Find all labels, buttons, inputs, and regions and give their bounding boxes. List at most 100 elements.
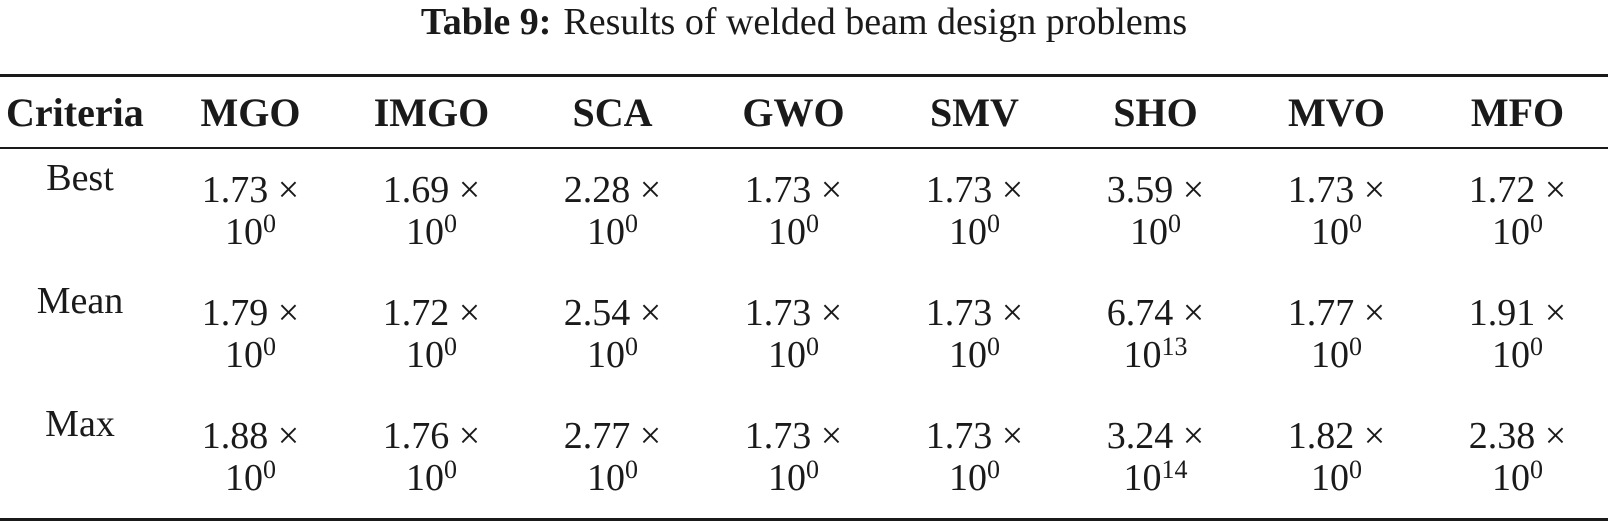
cell-base: 10 [1311, 333, 1349, 376]
cell-power: 100 [703, 210, 884, 253]
cell-power: 1014 [1065, 456, 1246, 499]
cell-mantissa: 1.73 × [925, 168, 1024, 211]
table-cell: 2.28 × 100 [522, 148, 703, 272]
table-cell: 1.73 × 100 [1246, 148, 1427, 272]
table-cell: 2.38 × 100 [1427, 395, 1608, 520]
cell-base: 10 [225, 333, 263, 376]
cell-power: 100 [1246, 333, 1427, 376]
cell-power: 100 [1246, 456, 1427, 499]
header-mfo: MFO [1427, 75, 1608, 149]
cell-power: 100 [703, 456, 884, 499]
results-table: Criteria MGO IMGO SCA GWO SMV SHO MVO MF… [0, 74, 1608, 521]
cell-base: 10 [406, 456, 444, 499]
table-header: Criteria MGO IMGO SCA GWO SMV SHO MVO MF… [0, 75, 1608, 149]
cell-base: 10 [225, 456, 263, 499]
cell-power: 100 [703, 331, 884, 376]
table-body: Best 1.73 × 100 1.69 × 100 2.28 × 100 1.73 × 100… [0, 148, 1608, 520]
header-row: Criteria MGO IMGO SCA GWO SMV SHO MVO MF… [0, 75, 1608, 149]
header-smv: SMV [884, 75, 1065, 149]
table-cell: 1.73 × 100 [703, 395, 884, 520]
cell-exponent: 0 [444, 454, 457, 484]
cell-mantissa: 1.73 × [201, 168, 300, 211]
cell-base: 10 [406, 210, 444, 253]
cell-power: 100 [1427, 333, 1608, 376]
table-cell: 1.73 × 100 [884, 148, 1065, 272]
cell-power: 100 [522, 331, 703, 376]
cell-exponent: 0 [625, 331, 638, 361]
cell-power: 100 [884, 208, 1065, 253]
table-row: Max 1.88 × 100 1.76 × 100 2.77 × 100 1.73 × 100 1… [0, 395, 1608, 520]
cell-base: 10 [1311, 456, 1349, 499]
cell-exponent: 0 [1530, 454, 1543, 484]
table-cell: 2.77 × 100 [522, 395, 703, 520]
cell-base: 10 [1123, 333, 1162, 376]
header-gwo: GWO [703, 75, 884, 149]
cell-mantissa: 1.73 × [1287, 168, 1386, 211]
cell-power: 100 [522, 456, 703, 499]
cell-mantissa: 1.73 × [925, 291, 1024, 334]
cell-exponent: 0 [806, 331, 819, 361]
cell-mantissa: 3.24 × [1106, 414, 1205, 457]
row-label: Max [45, 403, 115, 445]
cell-base: 10 [1492, 456, 1530, 499]
cell-power: 100 [341, 208, 522, 253]
cell-exponent: 0 [1168, 208, 1181, 238]
cell-power: 100 [522, 208, 703, 253]
table-caption-label: Table 9: [420, 1, 552, 43]
cell-base: 10 [1130, 210, 1168, 253]
table-cell: 1.76 × 100 [341, 395, 522, 520]
cell-exponent: 0 [263, 208, 276, 238]
cell-power: 100 [160, 208, 341, 253]
cell-base: 10 [949, 456, 987, 499]
table-cell: 1.79 × 100 [160, 272, 341, 395]
cell-base: 10 [1123, 456, 1162, 499]
table-cell: 1.88 × 100 [160, 395, 341, 520]
cell-mantissa: 2.38 × [1468, 414, 1567, 457]
cell-base: 10 [225, 210, 263, 253]
cell-base: 10 [768, 210, 806, 253]
cell-mantissa: 2.28 × [563, 168, 662, 211]
cell-exponent: 0 [987, 208, 1000, 238]
cell-base: 10 [1311, 210, 1349, 253]
cell-base: 10 [1492, 210, 1530, 253]
table-caption-title: Results of welded beam design problems [563, 1, 1188, 43]
table-cell: 1.73 × 100 [703, 148, 884, 272]
cell-power: 100 [1427, 210, 1608, 253]
table-cell: 1.73 × 100 [160, 148, 341, 272]
cell-mantissa: 1.79 × [201, 291, 300, 334]
cell-power: 100 [884, 333, 1065, 376]
cell-base: 10 [587, 456, 625, 499]
table-cell: 1.69 × 100 [341, 148, 522, 272]
cell-exponent: 0 [263, 454, 276, 484]
cell-power: 100 [1246, 208, 1427, 253]
table-cell: 3.24 × 1014 [1065, 395, 1246, 520]
cell-mantissa: 2.77 × [563, 414, 662, 457]
header-imgo: IMGO [341, 75, 522, 149]
cell-base: 10 [406, 333, 444, 376]
cell-power: 100 [341, 454, 522, 499]
cell-mantissa: 1.82 × [1287, 414, 1386, 457]
cell-power: 100 [884, 454, 1065, 499]
cell-power: 100 [160, 454, 341, 499]
cell-exponent: 0 [987, 454, 1000, 484]
header-sho: SHO [1065, 75, 1246, 149]
cell-power: 1013 [1065, 333, 1246, 376]
cell-mantissa: 1.88 × [201, 414, 300, 457]
cell-base: 10 [768, 333, 806, 376]
table-cell: 1.73 × 100 [884, 395, 1065, 520]
cell-exponent: 0 [1349, 208, 1362, 238]
header-mvo: MVO [1246, 75, 1427, 149]
cell-mantissa: 1.69 × [382, 168, 481, 211]
cell-mantissa: 3.59 × [1106, 168, 1205, 211]
cell-mantissa: 1.77 × [1287, 291, 1386, 334]
table-row: Mean 1.79 × 100 1.72 × 100 2.54 × 100 1.73 × 100… [0, 272, 1608, 395]
cell-mantissa: 1.73 × [744, 414, 843, 457]
cell-power: 100 [1065, 208, 1246, 253]
table-cell: 1.73 × 100 [703, 272, 884, 395]
cell-exponent: 0 [625, 208, 638, 238]
cell-power: 100 [1427, 454, 1608, 499]
cell-power: 100 [341, 333, 522, 376]
cell-exponent: 0 [444, 208, 457, 238]
table-cell: 3.59 × 100 [1065, 148, 1246, 272]
header-mgo: MGO [160, 75, 341, 149]
